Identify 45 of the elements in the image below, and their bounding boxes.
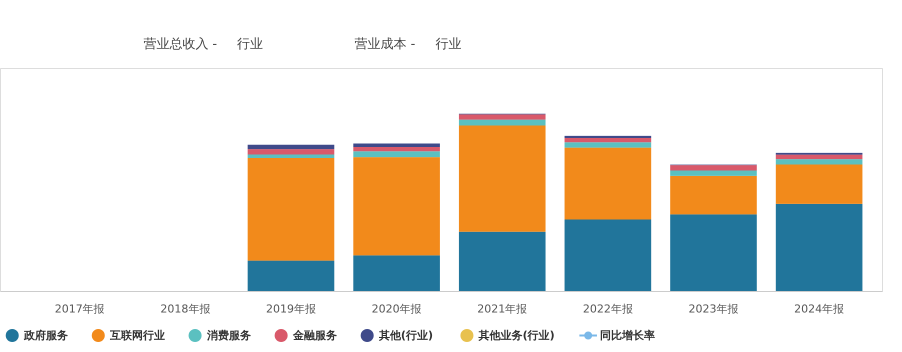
bar (248, 149, 334, 154)
x-tick-label: 2021年报 (477, 302, 528, 316)
legend-label: 消费服务 (206, 329, 251, 342)
x-tick-label: 2023年报 (688, 302, 738, 316)
bar (353, 255, 440, 292)
bar (353, 147, 440, 152)
bar (353, 143, 440, 148)
x-tick-label: 2018年报 (160, 302, 210, 316)
bar (670, 170, 757, 176)
legend-label: 金融服务 (292, 329, 337, 342)
bar (776, 164, 862, 204)
bar (248, 154, 334, 158)
bar (458, 120, 546, 126)
bar (458, 232, 546, 292)
bar (776, 204, 862, 292)
bar (564, 138, 652, 142)
bar (458, 126, 546, 232)
legend-label: 其他(行业) (378, 329, 433, 342)
x-tick-label: 2024年报 (794, 302, 844, 316)
bar (248, 260, 334, 292)
legend-label: 互联网行业 (109, 329, 166, 342)
legend-label: 同比增长率 (600, 329, 655, 342)
bar (248, 144, 334, 150)
text: 行业 (237, 37, 264, 52)
legend-label: 其他业务(行业) (478, 329, 555, 342)
bar (564, 148, 652, 220)
bar (670, 176, 757, 214)
bar (776, 154, 862, 160)
bar (776, 159, 862, 164)
x-tick-label: 2022年报 (582, 302, 633, 316)
text: 营业总收入 - (143, 37, 218, 52)
bar (564, 220, 652, 292)
x-tick-label: 2020年报 (372, 302, 422, 316)
bar (353, 151, 440, 158)
bar (564, 142, 652, 148)
bar (670, 214, 757, 292)
legend-label: 政府服务 (22, 329, 68, 342)
text: 行业 (436, 37, 462, 52)
bar (248, 158, 334, 261)
bar (353, 157, 440, 256)
x-tick-label: 2017年报 (54, 302, 105, 316)
bar (670, 165, 757, 170)
text: 营业成本 - (354, 37, 416, 52)
x-tick-label: 2019年报 (266, 302, 316, 316)
bar (458, 114, 546, 120)
